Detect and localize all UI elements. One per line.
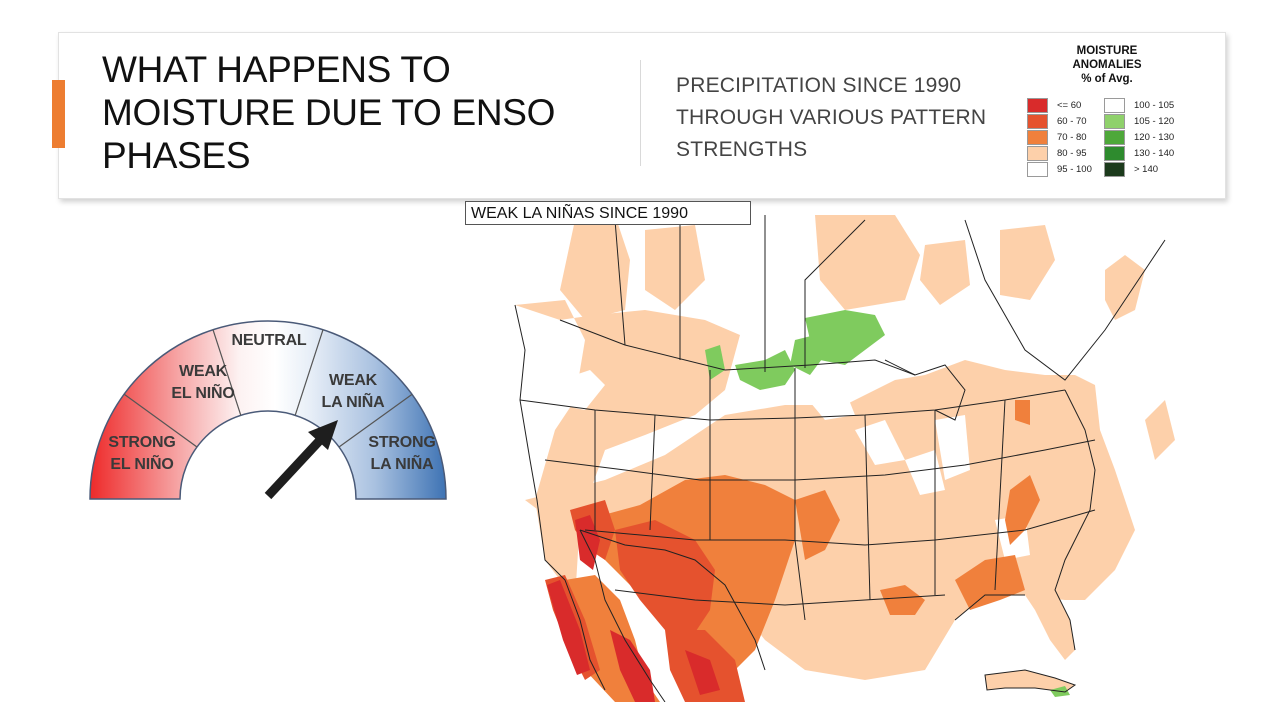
enso-gauge: STRONG EL NIÑO WEAK EL NIÑO NEUTRAL WEAK… — [86, 316, 452, 506]
gauge-label-strong-la-nina: STRONG LA NIÑA — [368, 434, 436, 473]
pointer-arrow-icon — [264, 420, 338, 500]
slide-title: WHAT HAPPENS TO MOISTURE DUE TO ENSO PHA… — [102, 49, 556, 176]
legend-item: 95 - 100 — [1027, 161, 1092, 177]
gauge-label-weak-el-nino: WEAK EL NIÑO — [171, 363, 235, 402]
legend-item: 130 - 140 — [1104, 145, 1174, 161]
header-divider — [640, 60, 641, 166]
legend-swatch — [1104, 161, 1125, 177]
legend-title: MOISTURE ANOMALIES % of Avg. — [1072, 45, 1142, 85]
legend-item: <= 60 — [1027, 97, 1092, 113]
accent-bar — [52, 80, 65, 148]
legend-item: 60 - 70 — [1027, 113, 1092, 129]
gauge-label-neutral: NEUTRAL — [231, 332, 307, 349]
map-label: WEAK LA NIÑAS SINCE 1990 — [465, 201, 751, 225]
legend-column-wet: 100 - 105 105 - 120 120 - 130 130 - 140 … — [1104, 97, 1174, 177]
legend-item: 80 - 95 — [1027, 145, 1092, 161]
legend-swatch — [1027, 129, 1048, 145]
moisture-legend: MOISTURE ANOMALIES % of Avg. <= 60 60 - … — [1024, 44, 1220, 186]
legend-item: 70 - 80 — [1027, 129, 1092, 145]
legend-column-dry: <= 60 60 - 70 70 - 80 80 - 95 95 - 100 — [1027, 97, 1092, 177]
legend-swatch — [1104, 97, 1125, 113]
gauge-label-strong-el-nino: STRONG EL NIÑO — [108, 434, 176, 473]
legend-swatch — [1104, 145, 1125, 161]
legend-swatch — [1104, 113, 1125, 129]
legend-swatch — [1104, 129, 1125, 145]
gauge-label-weak-la-nina: WEAK LA NIÑA — [321, 372, 385, 411]
legend-swatch — [1027, 113, 1048, 129]
legend-item: 105 - 120 — [1104, 113, 1174, 129]
legend-item: > 140 — [1104, 161, 1174, 177]
north-america-map — [514, 215, 1175, 703]
slide-subtitle: PRECIPITATION SINCE 1990 THROUGH VARIOUS… — [676, 74, 987, 161]
precipitation-map — [465, 200, 1175, 703]
legend-swatch — [1027, 145, 1048, 161]
legend-item: 120 - 130 — [1104, 129, 1174, 145]
legend-item: 100 - 105 — [1104, 97, 1174, 113]
legend-swatch — [1027, 97, 1048, 113]
legend-swatch — [1027, 161, 1048, 177]
gauge-dial — [89, 320, 447, 500]
